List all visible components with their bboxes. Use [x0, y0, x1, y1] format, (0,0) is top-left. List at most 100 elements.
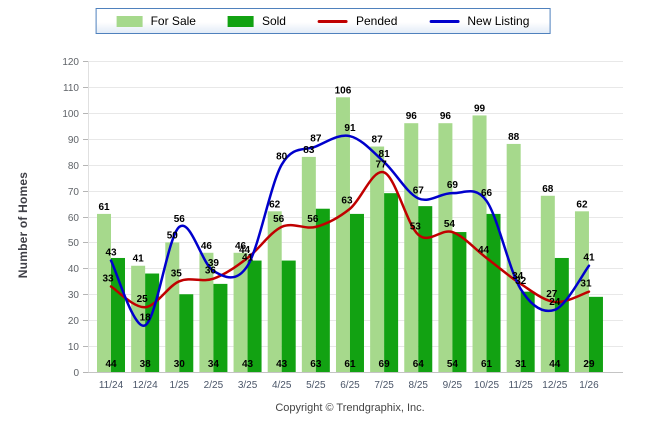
new-listing-value-label: 18 [140, 312, 152, 323]
bar-for-sale [199, 252, 214, 372]
x-tick-label: 1/25 [170, 380, 190, 391]
for-sale-value-label: 96 [440, 111, 452, 122]
pended-line [109, 171, 591, 309]
legend-label: For Sale [150, 14, 196, 28]
x-tick-label: 6/25 [340, 380, 360, 391]
sold-value-label: 44 [549, 359, 561, 370]
for-sale-value-label: 87 [372, 135, 384, 146]
bar-sold [315, 208, 330, 372]
sold-value-label: 54 [447, 359, 459, 370]
for-sale-value-label: 96 [406, 111, 418, 122]
new-listing-value-label: 24 [549, 297, 561, 308]
pended-value-label: 31 [580, 279, 592, 290]
sold-value-label: 31 [515, 359, 527, 370]
legend-label: Sold [261, 14, 286, 28]
bar-sold [247, 260, 262, 372]
bar-for-sale [472, 115, 487, 373]
pended-value-label: 44 [239, 245, 251, 256]
new-listing-value-label: 56 [174, 214, 186, 225]
y-tick-label: 40 [68, 264, 80, 275]
legend-item-sold: Sold [227, 14, 286, 28]
sold-value-label: 61 [344, 359, 356, 370]
x-tick-label: 9/25 [443, 380, 463, 391]
sold-value-label: 34 [208, 359, 220, 370]
sold-value-label: 64 [413, 359, 425, 370]
for-sale-value-label: 88 [508, 132, 520, 143]
copyright-text: Copyright © Trendgraphix, Inc. [275, 402, 425, 414]
x-tick-label: 10/25 [474, 380, 499, 391]
bar-for-sale [301, 156, 316, 372]
sold-value-label: 30 [174, 359, 186, 370]
for-sale-value-label: 46 [235, 241, 247, 252]
bar-for-sale [97, 213, 111, 372]
new-listing-line-swatch-icon [429, 19, 460, 23]
sold-value-label: 69 [379, 359, 391, 370]
sold-value-label: 43 [242, 359, 254, 370]
pended-line-swatch-icon [317, 19, 348, 23]
y-tick-label: 50 [68, 238, 80, 249]
legend: For Sale Sold Pended New Listing [95, 8, 551, 34]
new-listing-value-label: 67 [413, 185, 425, 196]
for-sale-value-label: 83 [303, 145, 315, 156]
bar-for-sale [335, 97, 350, 373]
x-tick-label: 7/25 [374, 380, 394, 391]
sold-value-label: 29 [583, 359, 595, 370]
new-listing-value-label: 41 [242, 253, 254, 264]
bar-for-sale [540, 195, 555, 372]
bar-sold [384, 193, 399, 372]
for-sale-swatch-icon [116, 15, 143, 27]
pended-value-label: 54 [444, 219, 456, 230]
bar-for-sale [165, 242, 180, 372]
pended-value-label: 27 [546, 289, 558, 300]
bar-sold [486, 213, 501, 372]
bar-for-sale [267, 211, 282, 372]
y-axis-title: Number of Homes [16, 171, 30, 279]
for-sale-value-label: 62 [576, 199, 588, 210]
bar-sold [349, 213, 364, 372]
legend-item-for-sale: For Sale [116, 14, 196, 28]
pended-value-label: 77 [376, 159, 388, 170]
y-tick-label: 0 [73, 368, 79, 379]
bar-sold [588, 296, 603, 372]
new-listing-value-label: 87 [310, 134, 322, 145]
x-tick-label: 1/26 [579, 380, 599, 391]
y-tick-label: 110 [63, 83, 79, 94]
pended-value-label: 56 [307, 214, 319, 225]
new-listing-value-label: 91 [344, 123, 356, 134]
y-tick-label: 70 [68, 187, 80, 198]
bar-for-sale [506, 143, 521, 372]
bar-for-sale [574, 211, 589, 372]
pended-value-label: 56 [273, 214, 285, 225]
for-sale-value-label: 99 [474, 103, 486, 114]
pended-value-label: 35 [171, 268, 183, 279]
new-listing-line [109, 134, 591, 327]
new-listing-value-label: 81 [379, 149, 391, 160]
bar-sold [554, 257, 569, 372]
y-tick-label: 30 [68, 290, 80, 301]
legend-label: Pended [355, 14, 398, 28]
x-tick-label: 11/24 [99, 380, 124, 391]
bar-for-sale [131, 265, 146, 372]
bar-sold [452, 232, 467, 372]
bar-sold [418, 206, 433, 372]
x-tick-label: 3/25 [238, 380, 258, 391]
bar-for-sale [233, 252, 248, 372]
bar-sold [520, 291, 535, 372]
sold-value-label: 44 [105, 359, 117, 370]
pended-value-label: 25 [137, 294, 149, 305]
new-listing-value-label: 41 [583, 253, 595, 264]
new-listing-value-label: 69 [447, 180, 459, 191]
x-tick-label: 4/25 [272, 380, 292, 391]
bar-sold [179, 294, 194, 372]
x-tick-label: 8/25 [409, 380, 429, 391]
for-sale-value-label: 106 [335, 85, 352, 96]
y-tick-label: 120 [62, 57, 79, 68]
y-tick-label: 90 [68, 135, 80, 146]
y-tick-label: 10 [68, 342, 80, 353]
for-sale-value-label: 61 [98, 202, 110, 213]
new-listing-value-label: 80 [276, 152, 288, 163]
sold-swatch-icon [227, 15, 254, 27]
x-tick-label: 12/25 [542, 380, 567, 391]
bar-for-sale [404, 123, 419, 372]
